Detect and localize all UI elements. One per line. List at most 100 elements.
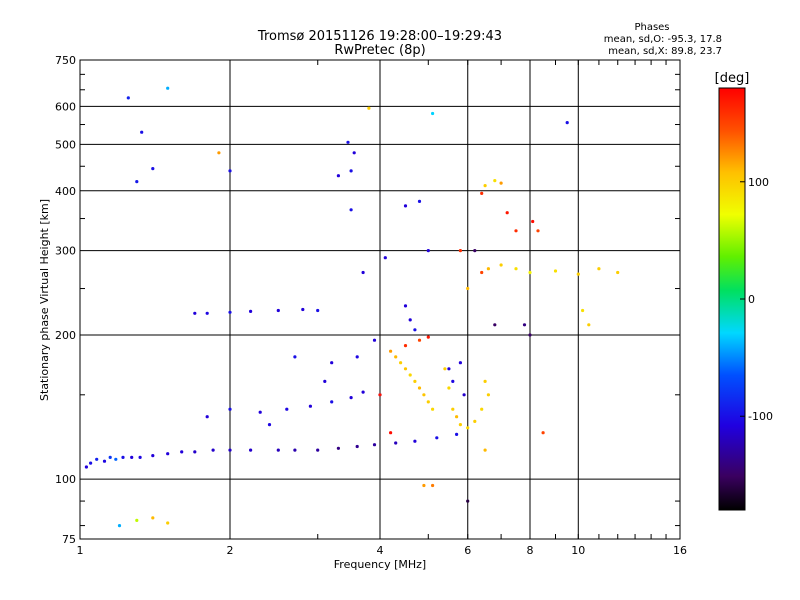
x-tick-label: 1 <box>77 544 84 557</box>
y-tick-label: 100 <box>55 473 76 486</box>
data-point <box>126 96 130 100</box>
data-point <box>451 379 455 383</box>
data-point <box>121 455 125 459</box>
data-point <box>483 448 487 452</box>
data-point <box>581 308 585 313</box>
data-point <box>451 407 455 411</box>
data-point <box>408 318 412 322</box>
data-point <box>480 191 484 195</box>
data-point <box>587 323 591 327</box>
data-point <box>323 379 327 383</box>
data-point <box>462 393 466 397</box>
data-point <box>166 452 170 456</box>
data-point <box>499 181 503 185</box>
data-point <box>372 338 377 342</box>
data-point <box>285 407 289 411</box>
data-point <box>616 270 620 275</box>
data-point <box>597 267 601 271</box>
data-point <box>330 361 334 365</box>
data-point <box>486 393 490 397</box>
data-point <box>447 367 451 371</box>
data-point <box>349 396 353 400</box>
data-point <box>249 448 253 452</box>
data-point <box>205 415 209 419</box>
data-point <box>426 249 430 253</box>
data-point <box>466 426 470 430</box>
data-point <box>193 450 197 454</box>
y-tick-label: 600 <box>55 100 76 113</box>
x-tick-label: 6 <box>464 544 471 557</box>
data-point <box>89 461 93 465</box>
data-point <box>458 249 462 253</box>
data-point <box>301 307 305 312</box>
data-point <box>528 270 532 275</box>
data-point <box>346 140 350 144</box>
data-point <box>403 344 408 348</box>
data-point <box>426 335 430 339</box>
data-point <box>293 448 297 452</box>
data-point <box>553 269 558 273</box>
data-point <box>378 393 382 397</box>
x-tick-label: 10 <box>571 544 585 557</box>
data-point <box>217 151 221 155</box>
data-point <box>349 169 353 173</box>
data-point <box>576 272 580 276</box>
x-tick-label: 8 <box>527 544 534 557</box>
data-point <box>426 400 430 404</box>
data-point <box>536 229 540 233</box>
data-point <box>180 450 184 454</box>
colorbar-label: [deg] <box>715 71 750 86</box>
data-point <box>417 199 422 203</box>
data-point <box>102 459 107 463</box>
data-point <box>117 524 122 528</box>
data-point <box>361 270 365 275</box>
data-point <box>316 448 320 452</box>
data-point <box>140 130 144 134</box>
data-point <box>211 448 215 452</box>
data-point <box>435 436 439 440</box>
data-point <box>336 446 340 450</box>
colorbar-ticks: 100 0 -100 <box>740 176 773 423</box>
data-point <box>443 367 447 371</box>
data-point <box>514 229 518 233</box>
data-point <box>114 457 118 461</box>
data-point <box>151 516 155 520</box>
data-point <box>394 355 398 359</box>
phase-info-x: mean, sd,X: 89.8, 23.7 <box>608 46 722 57</box>
data-point <box>483 184 487 188</box>
data-point <box>499 263 503 267</box>
data-point <box>349 208 353 212</box>
data-point <box>514 267 518 271</box>
data-point <box>394 441 398 445</box>
data-point <box>447 386 451 390</box>
colorbar-tick-label: 0 <box>748 293 755 306</box>
data-point <box>372 443 377 447</box>
data-point <box>486 267 490 271</box>
data-point <box>355 444 359 449</box>
data-point <box>336 174 340 178</box>
data-point <box>389 431 393 435</box>
y-tick-label: 300 <box>55 245 76 258</box>
data-point <box>138 455 142 459</box>
data-point <box>352 151 356 155</box>
y-tick-label: 400 <box>55 185 76 198</box>
data-point <box>267 423 272 427</box>
data-point <box>417 338 422 342</box>
x-axis-ticks: 1 2 4 6 8 10 16 <box>77 60 687 557</box>
colorbar-tick-label: -100 <box>748 410 773 423</box>
data-point <box>422 393 426 397</box>
data-point <box>228 407 232 411</box>
data-point <box>431 111 435 116</box>
data-point <box>480 407 484 411</box>
data-point <box>473 419 477 423</box>
data-point <box>95 457 99 461</box>
data-point <box>249 309 253 313</box>
data-point <box>228 448 232 452</box>
data-point <box>413 439 417 443</box>
chart-subtitle: RwPretec (8p) <box>334 43 425 58</box>
y-tick-label: 200 <box>55 329 76 342</box>
data-point <box>458 361 462 365</box>
data-point <box>431 407 435 411</box>
data-point <box>480 270 484 275</box>
